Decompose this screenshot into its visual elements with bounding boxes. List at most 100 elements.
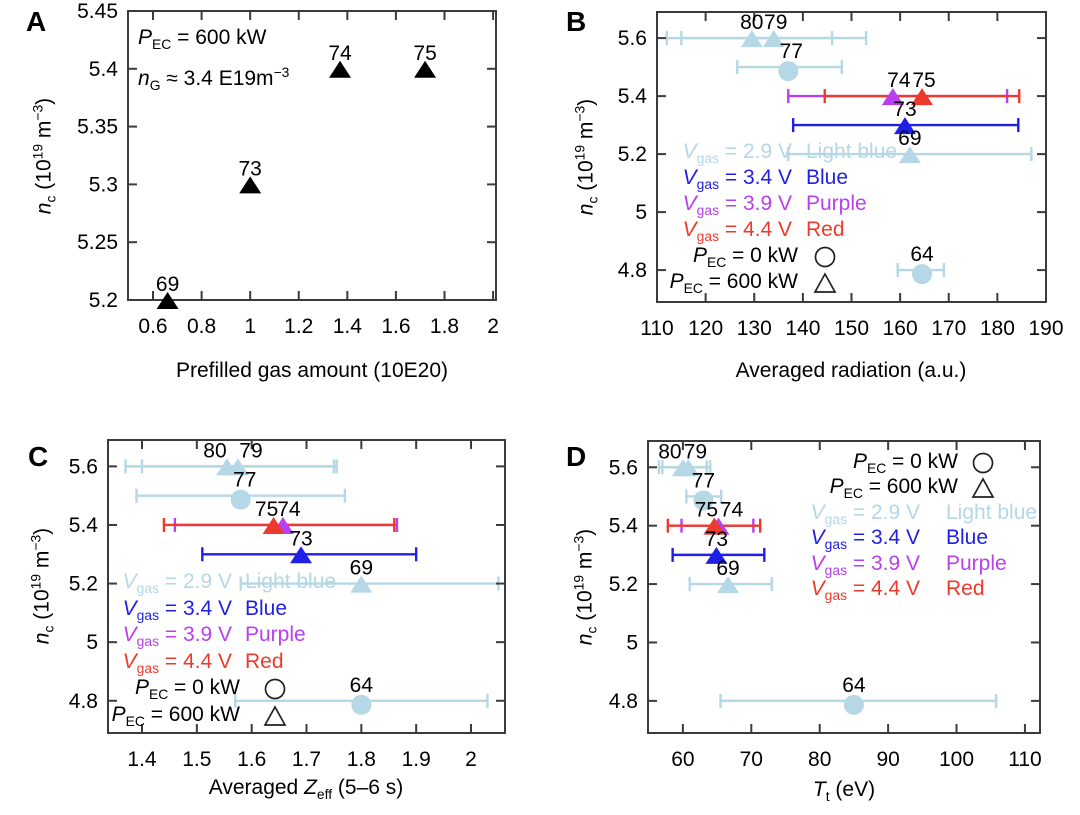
y-tick-label: 5.6 [609,456,638,479]
legend-label: PEC = 600 kW [829,475,958,502]
marker-79 [762,30,785,48]
x-tick-label: 1 [244,315,256,338]
panel-C-plot: 1.4 1.5 1.6 1.7 1.8 1.9 2 4.8 5 5.2 5.4 5.6 80 79 77 74… [69,439,506,771]
legend-row: Vgas = 3.4 V Blue [0,596,540,623]
legend-row: Vgas = 3.4 V Blue [540,525,1080,552]
y-tick-label: 5.45 [77,0,118,23]
point-label-73: 73 [705,528,728,551]
legend-label: Vgas = 3.9 V [122,623,232,650]
marker-69 [350,575,373,593]
marker-73 [705,546,728,564]
y-tick-label: 5.25 [77,231,118,254]
y-tick-label: 5.3 [89,173,118,196]
panel-A: A 0.6 0.8 1 1.2 1.4 1.6 1.8 2 5.2 5.25 5.3 5.35 5.4 5… [0,0,540,405]
marker-73 [290,546,313,564]
marker-80 [740,30,763,48]
marker-79 [226,458,249,476]
legend-row: PEC = 600 kW [540,474,1080,502]
marker-69 [898,146,921,164]
legend-label: PEC = 600 kW [111,702,240,729]
legend-label: Vgas = 4.4 V [682,218,792,245]
legend-row: Vgas = 3.4 V Blue [540,165,1080,192]
legend-label: PEC = 600 kW [669,270,798,297]
data-points [671,459,864,715]
point-label-74: 74 [328,42,352,65]
y-tick-label: 5.2 [609,573,638,596]
y-tick-label: 5.6 [618,27,647,50]
x-tick-label: 1.4 [333,315,363,338]
legend-row: Vgas = 2.9 V Light blue [540,500,1080,527]
y-tick-label: 5.4 [609,515,639,538]
legend-color-name: Red [245,649,284,673]
point-label-75: 75 [695,499,718,522]
axes [656,11,1047,303]
point-label-74: 74 [720,499,744,522]
legend-label: Vgas = 2.9 V [122,570,232,597]
point-label-69: 69 [716,557,739,580]
x-tick-label: 60 [671,748,694,771]
point-label-73: 73 [893,98,916,121]
x-tick-label: 120 [688,317,723,340]
x-tick-label: 1.5 [182,748,211,771]
point-label-64: 64 [910,243,934,266]
x-tick-label: 1.4 [127,748,157,771]
legend-row: Vgas = 3.9 V Purple [540,191,1080,218]
marker-77 [230,489,251,510]
x-tick-label: 2 [465,748,477,771]
marker-69 [156,292,179,309]
panel-D: D 60 70 80 90 100 110 4.8 5 5.2 5.4 5.6 80 79 77 74 75 7… [540,405,1080,815]
panel-C: C 1.4 1.5 1.6 1.7 1.8 1.9 2 4.8 5 5.2 5.4 5.6 80 79 77… [0,405,540,815]
point-label-77: 77 [780,40,803,63]
open-triangle-icon [263,704,287,726]
y-tick-label: 4.8 [618,259,647,282]
x-tick-label: 1.6 [381,315,410,338]
legend-color-name: Blue [946,526,989,550]
x-tick-label: 130 [737,317,772,340]
y-tick-label: 5 [626,631,638,654]
y-axis-title: nc (1019 m−3) [29,97,59,215]
point-label-74: 74 [277,498,301,521]
legend-row: PEC = 0 kW [540,449,1080,476]
legend-label: PEC = 0 kW [692,244,798,271]
panel-A-plot: 0.6 0.8 1 1.2 1.4 1.6 1.8 2 5.2 5.25 5.3 5.35 5.4 5.4… [77,0,499,338]
point-label-64: 64 [842,674,866,697]
legend-row: PEC = 600 kW [540,269,1080,296]
legend-label: Vgas = 3.9 V [682,192,792,219]
marker-75 [414,60,437,78]
y-tick-label: 5.6 [69,455,98,478]
legend-color-name: Purple [806,192,867,215]
annotation: nG ≈ 3.4 E19m−3 [138,64,290,94]
x-tick-label: 90 [876,748,899,771]
open-triangle-icon [971,477,995,499]
x-tick-label: 1.9 [402,748,431,771]
marker-64 [843,694,864,715]
point-label-64: 64 [350,674,374,697]
y-tick-label: 5.4 [89,58,119,81]
x-axis-title: Tt (eV) [812,777,876,805]
legend-color-name: Light blue [946,500,1038,524]
legend-color-name: Purple [946,551,1007,575]
marker-77 [778,61,799,82]
legend-row: PEC = 0 kW [0,675,540,702]
point-label-79: 79 [764,11,787,34]
legend-row: Vgas = 2.9 V Light blue [0,569,540,596]
legend-label: PEC = 0 kW [852,450,958,477]
x-tick-label: 180 [980,317,1015,340]
errorbar-73 [201,547,418,562]
data-points [156,60,437,309]
data-points [740,30,934,285]
y-tick-label: 5.4 [69,514,99,537]
x-tick-label: 80 [808,748,831,771]
open-circle-icon [264,678,286,700]
marker-75 [703,517,726,535]
point-label-80: 80 [740,11,763,34]
x-tick-label: 110 [1008,748,1041,771]
legend-color-name: Red [806,218,845,241]
panel-B: B 110 120 130 140 150 160 170 180 190 4.8 5 5.2 5.4 5… [540,0,1080,405]
point-label-80: 80 [658,440,681,463]
x-tick-label: 1.6 [237,748,266,771]
